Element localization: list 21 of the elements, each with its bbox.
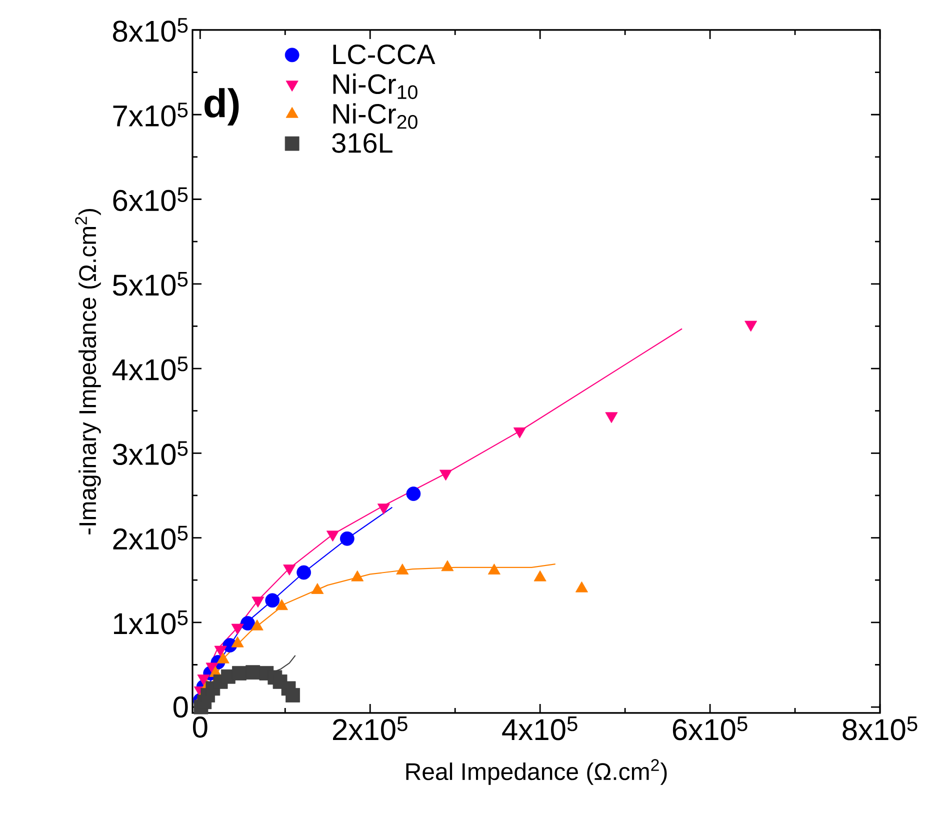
y-tick-label: 4x10$^{5}$ — [112, 356, 188, 380]
y-tick-label: 0 — [173, 696, 188, 718]
y-tick-label: 2x10$^{5}$ — [113, 526, 188, 550]
y-tick-label: 3x10$^{5}$ — [112, 441, 188, 466]
y-tick-label: 1x10$^{5}$ — [114, 610, 188, 634]
annotation: d) — [204, 88, 239, 126]
legend-label: Ni-Cr$_{10}$ — [333, 73, 418, 100]
legend-label: Ni-Cr$_{20}$ — [333, 103, 418, 129]
x-tick-label: 8x10$^{5}$ — [842, 716, 918, 740]
legend-label: LC-CCA — [333, 44, 436, 64]
x-tick-label: 2x10$^{5}$ — [333, 716, 408, 740]
y-tick-label: 6x10$^{5}$ — [113, 187, 188, 212]
x-tick-label: 4x10$^{5}$ — [502, 716, 578, 740]
legend-label: 316L — [332, 133, 392, 153]
x-tick-label: 6x10$^{5}$ — [672, 716, 748, 740]
y-axis-title: -Imaginary Impedance (Ω.cm$^{2}$) — [75, 209, 101, 534]
y-tick-label: 8x10$^{5}$ — [113, 18, 188, 42]
y-tick-label: 7x10$^{5}$ — [113, 102, 188, 127]
y-tick-label: 5x10$^{5}$ — [112, 272, 188, 296]
x-tick-label: 0 — [192, 716, 208, 738]
x-axis-title: Real Impedance (Ω.cm$^{2}$) — [406, 759, 667, 785]
